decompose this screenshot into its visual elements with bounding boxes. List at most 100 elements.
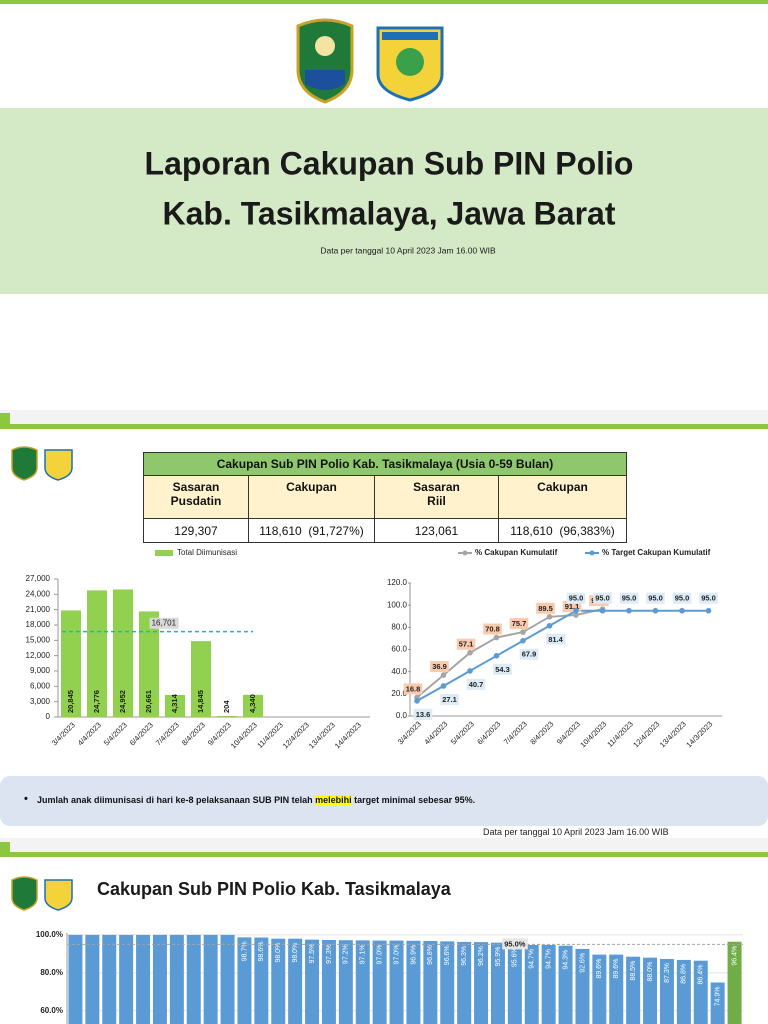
value-label: 88.0% xyxy=(647,962,654,982)
series-marker xyxy=(440,683,447,689)
y-tick-label: 18,000 xyxy=(26,620,51,629)
bar xyxy=(305,939,320,1024)
value-label: 204 xyxy=(222,700,231,713)
value-label: 87.3% xyxy=(664,963,671,983)
value-label: 97.1% xyxy=(360,944,367,964)
header-text: Cakupan xyxy=(286,480,337,494)
value-label: 86.8% xyxy=(681,964,688,984)
value-label: 95.0 xyxy=(648,594,663,603)
table-row: 129,307 118,610 (91,727%) 123,061 118,61… xyxy=(143,518,627,543)
value-label: 86.4% xyxy=(698,965,705,985)
series-marker xyxy=(705,607,712,614)
y-tick-label: 9,000 xyxy=(30,666,51,675)
value-label: 98.6% xyxy=(258,942,265,962)
bullet: • xyxy=(24,793,28,805)
bar xyxy=(423,940,438,1024)
bar xyxy=(575,948,590,1024)
value-label: 24,952 xyxy=(118,690,127,713)
value-label: 92.6% xyxy=(579,953,586,973)
label-box xyxy=(466,678,486,690)
table-row: Sasaran Pusdatin Cakupan Sasaran Riil Ca… xyxy=(143,475,627,519)
value-label: 70.8 xyxy=(485,625,500,634)
y-tick-label: 6,000 xyxy=(30,681,51,690)
y-tick-label: 3,000 xyxy=(30,697,51,706)
legend-marker xyxy=(462,550,468,556)
series-marker xyxy=(520,637,526,644)
series-line xyxy=(416,609,709,702)
value-label: 36.9 xyxy=(432,662,447,671)
bar xyxy=(338,940,353,1024)
series-marker xyxy=(546,622,553,629)
bar xyxy=(165,694,185,717)
bar xyxy=(710,982,725,1024)
series-marker xyxy=(493,653,500,659)
value-label: 94.7% xyxy=(529,949,536,969)
value-label: 96.9% xyxy=(410,945,417,965)
bar xyxy=(237,937,252,1024)
x-tick-label: 6/4/2023 xyxy=(475,719,502,746)
value-label: 96.2% xyxy=(478,946,485,966)
label-box xyxy=(546,633,566,645)
bar xyxy=(457,941,472,1024)
header-text: Sasaran Riil xyxy=(413,480,460,508)
label-box xyxy=(562,601,582,613)
x-tick-label: 10/4/2023 xyxy=(229,720,259,750)
bar xyxy=(186,934,201,1024)
bar xyxy=(626,956,641,1024)
series-marker xyxy=(414,698,420,704)
bar xyxy=(136,934,151,1024)
value-label: 89.6% xyxy=(596,959,603,979)
label-box xyxy=(456,638,476,650)
value-label: 94.7% xyxy=(545,949,552,969)
note-part: Jumlah anak diimunisasi di hari ke-8 pel… xyxy=(37,795,316,805)
bar xyxy=(220,934,235,1024)
x-tick-label: 5/4/2023 xyxy=(449,719,476,746)
note-text: Jumlah anak diimunisasi di hari ke-8 pel… xyxy=(37,795,475,805)
slide-title: Cakupan Sub PIN Polio Kab. Tasikmalaya xyxy=(97,879,452,899)
series-marker xyxy=(493,634,500,641)
table-header: Sasaran Pusdatin xyxy=(143,475,249,519)
bar xyxy=(440,941,455,1024)
value-label: 97.2% xyxy=(343,944,350,964)
legend-label: % Cakupan Kumulatif xyxy=(475,548,558,557)
bar xyxy=(85,934,100,1024)
bar xyxy=(139,611,159,717)
bar xyxy=(203,934,218,1024)
series-marker xyxy=(626,607,632,614)
y-tick-label: 20.0 xyxy=(391,689,407,698)
bar xyxy=(609,954,624,1024)
y-tick-label: 100.0% xyxy=(36,930,63,939)
footer: Data per tanggal 10 April 2023 Jam 16.00… xyxy=(483,827,669,837)
value-label: 96.3% xyxy=(461,946,468,966)
value-label: 95.0 xyxy=(569,594,584,603)
value-label: 20,845 xyxy=(66,690,75,713)
series-marker xyxy=(573,607,579,614)
label-box xyxy=(672,592,692,604)
bar xyxy=(169,934,184,1024)
value-label: 95.6% xyxy=(512,947,519,967)
bar xyxy=(254,937,269,1024)
value-label: 24,776 xyxy=(92,690,101,713)
value-label: 67.9 xyxy=(522,650,537,659)
bar xyxy=(490,942,505,1024)
bar xyxy=(524,944,539,1024)
y-tick-label: 80.0% xyxy=(40,968,63,977)
legend-swatch xyxy=(155,550,173,556)
x-tick-label: 10/4/2023 xyxy=(578,719,608,749)
value-label: 95.9% xyxy=(495,947,502,967)
y-tick-label: 0 xyxy=(46,712,51,721)
y-tick-label: 27,000 xyxy=(26,574,51,583)
series-marker xyxy=(467,649,473,656)
label-box xyxy=(519,648,539,660)
bar xyxy=(643,957,658,1024)
value-label: 27.1 xyxy=(442,695,457,704)
table-title: Cakupan Sub PIN Polio Kab. Tasikmalaya (… xyxy=(143,452,627,476)
label-box xyxy=(413,708,433,720)
table-header: Sasaran Riil xyxy=(374,475,499,519)
logo-small xyxy=(11,876,73,911)
label-box xyxy=(699,592,718,604)
value-label: 95.0 xyxy=(701,594,716,603)
table-header: Cakupan xyxy=(498,475,627,519)
x-tick-label: 3/4/2023 xyxy=(50,720,77,747)
